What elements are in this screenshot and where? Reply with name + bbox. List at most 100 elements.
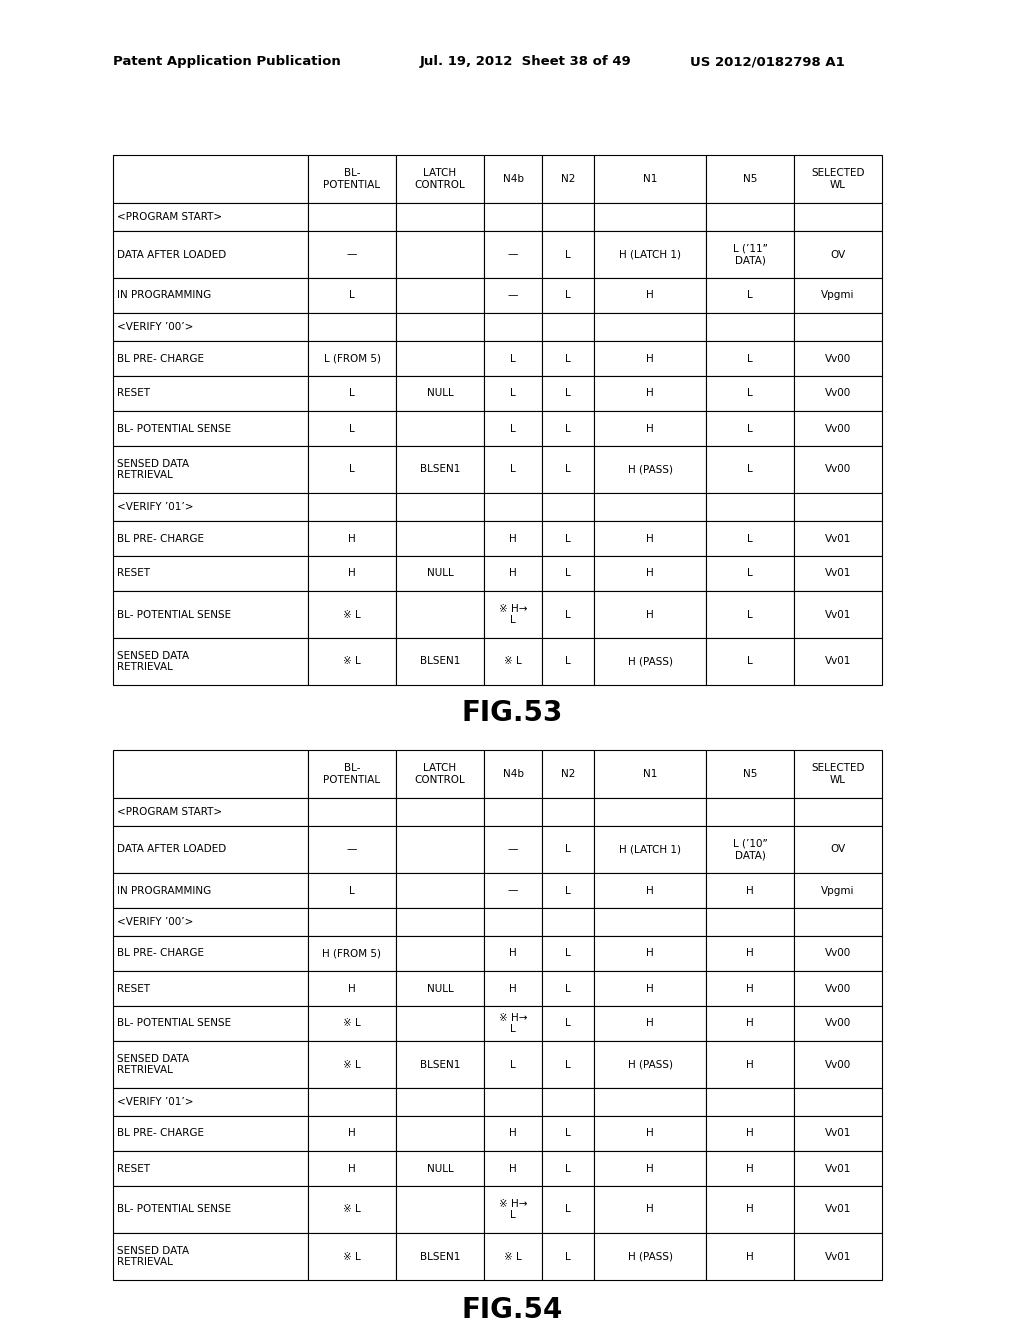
Bar	[706, 1041, 794, 1088]
Bar	[706, 826, 794, 873]
Text: Vv00: Vv00	[825, 354, 851, 363]
Text: L: L	[565, 249, 570, 260]
Text: ※ L: ※ L	[343, 1060, 360, 1069]
Text: —: —	[508, 249, 518, 260]
Bar	[113, 1041, 308, 1088]
Bar	[396, 376, 484, 411]
Bar	[542, 411, 594, 446]
Bar	[594, 1233, 706, 1280]
Bar	[484, 1185, 542, 1233]
Text: L: L	[748, 569, 753, 578]
Bar	[706, 936, 794, 972]
Text: H: H	[646, 354, 654, 363]
Bar	[396, 556, 484, 591]
Text: DATA AFTER LOADED: DATA AFTER LOADED	[117, 249, 226, 260]
Text: H (PASS): H (PASS)	[628, 656, 673, 667]
Bar	[396, 492, 484, 521]
Bar	[113, 279, 308, 313]
Bar	[308, 936, 396, 972]
Bar	[594, 638, 706, 685]
Bar	[542, 826, 594, 873]
Bar	[113, 376, 308, 411]
Bar	[794, 279, 882, 313]
Bar	[542, 1041, 594, 1088]
Text: BL-
POTENTIAL: BL- POTENTIAL	[324, 168, 381, 190]
Bar	[542, 972, 594, 1006]
Bar	[594, 231, 706, 279]
Text: SENSED DATA
RETRIEVAL: SENSED DATA RETRIEVAL	[117, 1053, 189, 1076]
Text: BL- POTENTIAL SENSE: BL- POTENTIAL SENSE	[117, 610, 231, 619]
Bar	[594, 591, 706, 638]
Bar	[484, 1006, 542, 1041]
Bar	[706, 1233, 794, 1280]
Bar	[308, 341, 396, 376]
Text: —: —	[347, 249, 357, 260]
Bar	[794, 492, 882, 521]
Text: N4b: N4b	[503, 770, 523, 779]
Text: H: H	[509, 983, 517, 994]
Bar	[113, 446, 308, 492]
Bar	[484, 799, 542, 826]
Text: H: H	[646, 610, 654, 619]
Bar	[484, 341, 542, 376]
Text: ※ L: ※ L	[343, 656, 360, 667]
Text: SENSED DATA
RETRIEVAL: SENSED DATA RETRIEVAL	[117, 651, 189, 672]
Bar	[484, 231, 542, 279]
Text: L: L	[748, 533, 753, 544]
Bar	[594, 908, 706, 936]
Bar	[594, 873, 706, 908]
Text: ※ L: ※ L	[343, 1251, 360, 1262]
Text: Vv00: Vv00	[825, 424, 851, 433]
Text: L: L	[565, 424, 570, 433]
Text: Vv01: Vv01	[824, 533, 851, 544]
Text: L: L	[510, 1060, 516, 1069]
Bar	[706, 411, 794, 446]
Text: BL- POTENTIAL SENSE: BL- POTENTIAL SENSE	[117, 1204, 231, 1214]
Text: —: —	[508, 845, 518, 854]
Bar	[706, 341, 794, 376]
Bar	[484, 1041, 542, 1088]
Bar	[594, 826, 706, 873]
Text: L: L	[565, 354, 570, 363]
Text: L: L	[565, 1204, 570, 1214]
Bar	[308, 750, 396, 799]
Text: <PROGRAM START>: <PROGRAM START>	[117, 807, 222, 817]
Bar	[794, 521, 882, 556]
Bar	[594, 154, 706, 203]
Bar	[396, 521, 484, 556]
Bar	[706, 638, 794, 685]
Text: ※ H→
L: ※ H→ L	[499, 1199, 527, 1220]
Text: Jul. 19, 2012  Sheet 38 of 49: Jul. 19, 2012 Sheet 38 of 49	[420, 55, 632, 69]
Bar	[542, 591, 594, 638]
Bar	[484, 750, 542, 799]
Text: L: L	[510, 354, 516, 363]
Bar	[113, 826, 308, 873]
Bar	[113, 750, 308, 799]
Bar	[594, 556, 706, 591]
Bar	[396, 826, 484, 873]
Text: OV: OV	[830, 845, 846, 854]
Bar	[794, 556, 882, 591]
Text: Vv01: Vv01	[824, 1251, 851, 1262]
Bar	[794, 1185, 882, 1233]
Text: L: L	[565, 465, 570, 474]
Text: BLSEN1: BLSEN1	[420, 465, 460, 474]
Text: H: H	[646, 290, 654, 301]
Bar	[308, 1151, 396, 1185]
Bar	[542, 279, 594, 313]
Text: L: L	[748, 290, 753, 301]
Bar	[794, 1041, 882, 1088]
Bar	[396, 972, 484, 1006]
Text: Vv00: Vv00	[825, 983, 851, 994]
Text: L (’10”
DATA): L (’10” DATA)	[732, 838, 767, 861]
Bar	[542, 313, 594, 341]
Text: H: H	[646, 1019, 654, 1028]
Bar	[484, 446, 542, 492]
Bar	[794, 908, 882, 936]
Bar	[594, 799, 706, 826]
Text: L: L	[510, 424, 516, 433]
Bar	[542, 231, 594, 279]
Bar	[113, 873, 308, 908]
Bar	[542, 799, 594, 826]
Bar	[484, 492, 542, 521]
